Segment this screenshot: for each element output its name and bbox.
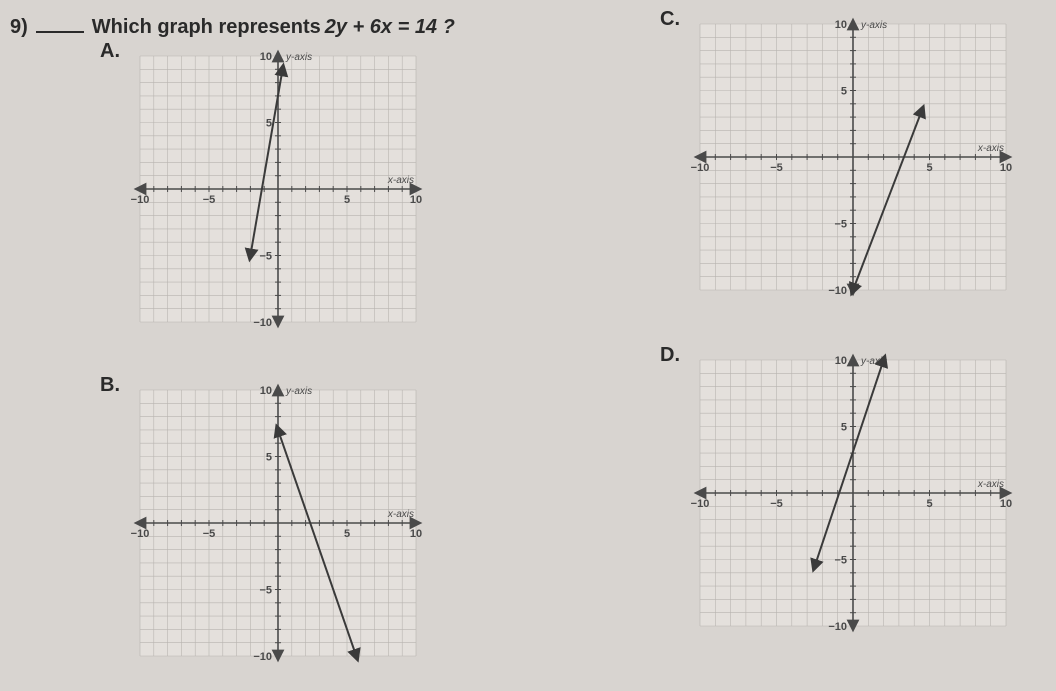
chart-holder-B: −10 −10 −5 −5 5 5 10 10 y-axis x-axis (128, 378, 428, 668)
y-tick-label: −10 (828, 285, 847, 297)
chart-holder-A: −10 −10 −5 −5 5 5 10 10 y-axis x-axis (128, 44, 428, 334)
x-tick-label: −10 (691, 162, 710, 174)
y-tick-label: −10 (253, 317, 272, 329)
x-tick-label: 5 (926, 162, 932, 174)
y-tick-label: 5 (266, 118, 272, 130)
question-number: 9) (10, 16, 28, 39)
x-axis-label: x-axis (977, 479, 1004, 490)
x-tick-label: 5 (344, 194, 350, 206)
x-tick-label: 10 (1000, 498, 1012, 510)
y-tick-label: 10 (260, 385, 272, 397)
panel-label-D: D. (660, 344, 680, 367)
chart-A: −10 −10 −5 −5 5 5 10 10 y-axis x-axis (128, 44, 428, 334)
y-tick-label: 10 (260, 51, 272, 63)
x-tick-label: 10 (410, 528, 422, 540)
answer-blank[interactable] (36, 19, 84, 33)
x-tick-label: −10 (131, 528, 150, 540)
chart-C: −10 −10 −5 −5 5 5 10 10 y-axis x-axis (688, 12, 1018, 302)
y-tick-label: −5 (259, 251, 272, 263)
x-tick-label: 10 (410, 194, 422, 206)
question-prompt-prefix: Which graph represents (92, 16, 321, 39)
y-tick-label: −10 (253, 651, 272, 663)
question-row: 9) Which graph represents 2y + 6x = 14 ? (10, 16, 455, 39)
y-tick-label: 5 (841, 422, 847, 434)
panel-A: A.−10−10−5−5551010y-axisx-axis (100, 44, 428, 334)
panel-D: D.−10−10−5−5551010y-axisx-axis (660, 348, 1018, 638)
y-tick-label: −5 (834, 219, 847, 231)
x-tick-label: −5 (203, 194, 216, 206)
x-tick-label: −5 (770, 498, 783, 510)
x-tick-label: −5 (203, 528, 216, 540)
y-axis-label: y-axis (860, 20, 887, 31)
y-axis-label: y-axis (285, 52, 312, 63)
chart-B: −10 −10 −5 −5 5 5 10 10 y-axis x-axis (128, 378, 428, 668)
y-axis-label: y-axis (285, 386, 312, 397)
chart-D: −10−10−5−5551010y-axisx-axis (688, 348, 1018, 638)
y-tick-label: −5 (259, 585, 272, 597)
x-axis-label: x-axis (387, 509, 414, 520)
question-equation: 2y + 6x = 14 ? (325, 16, 455, 39)
x-tick-label: 10 (1000, 162, 1012, 174)
y-tick-label: 10 (835, 355, 847, 367)
y-tick-label: 5 (841, 86, 847, 98)
panel-label-C: C. (660, 8, 680, 31)
x-axis-label: x-axis (387, 175, 414, 186)
panel-C: C.−10−10−5−5551010y-axisx-axis (660, 12, 1018, 302)
panel-label-A: A. (100, 40, 120, 63)
chart-holder-C: −10 −10 −5 −5 5 5 10 10 y-axis x-axis (688, 12, 1018, 302)
chart-holder-D: −10−10−5−5551010y-axisx-axis (688, 348, 1018, 638)
panel-B: B.−10−10−5−5551010y-axisx-axis (100, 378, 428, 668)
x-tick-label: −10 (131, 194, 150, 206)
x-axis-label: x-axis (977, 143, 1004, 154)
panel-label-B: B. (100, 374, 120, 397)
x-tick-label: −5 (770, 162, 783, 174)
x-tick-label: 5 (344, 528, 350, 540)
y-tick-label: −5 (834, 555, 847, 567)
y-tick-label: 10 (835, 19, 847, 31)
x-tick-label: −10 (691, 498, 710, 510)
y-tick-label: −10 (828, 621, 847, 633)
y-tick-label: 5 (266, 452, 272, 464)
x-tick-label: 5 (926, 498, 932, 510)
